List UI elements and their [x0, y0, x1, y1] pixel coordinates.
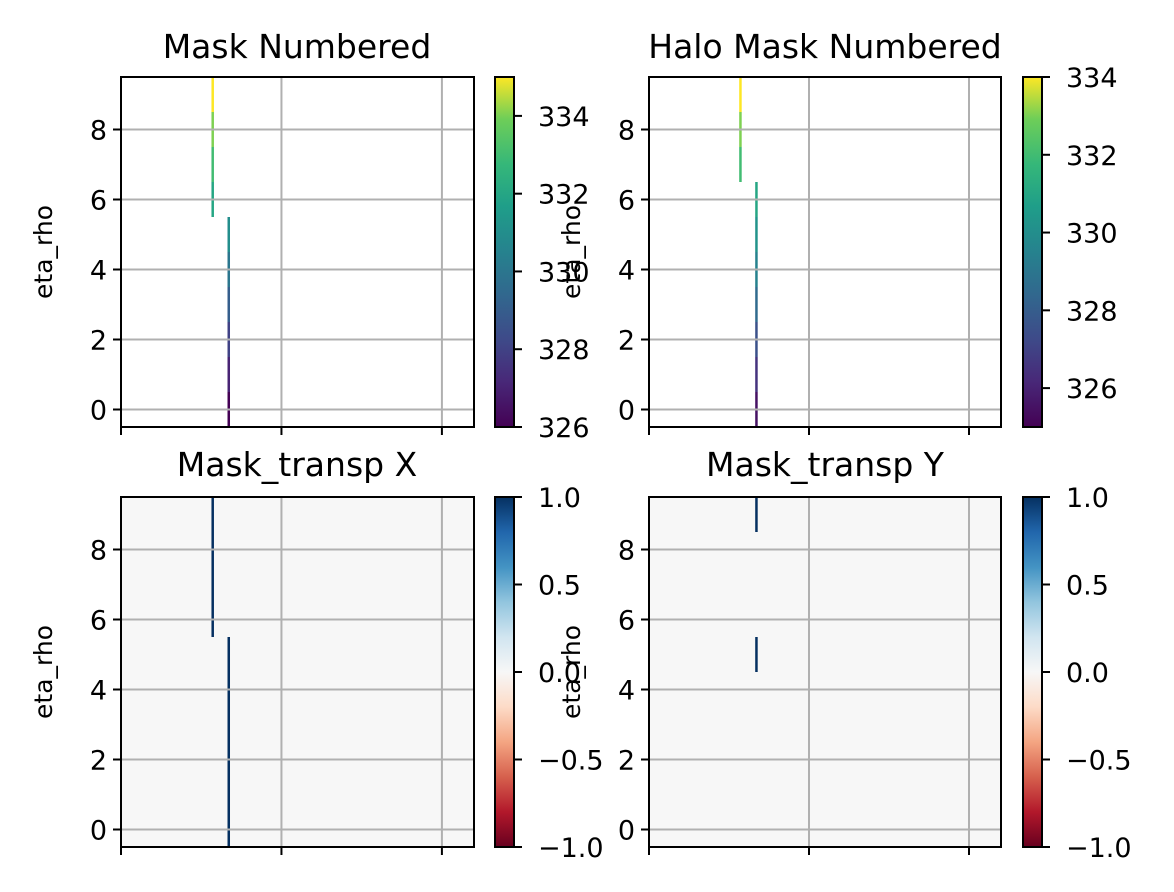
- y-tick-label: 2: [618, 746, 635, 777]
- y-tick-label: 4: [618, 676, 635, 707]
- y-tick-label: 2: [90, 746, 107, 777]
- colorbar-tick-label: 0.5: [538, 571, 581, 602]
- colorbar-tick-label: 326: [538, 413, 590, 444]
- colorbar-tick-label: 1.0: [1066, 483, 1109, 514]
- heatmap-cell: [211, 147, 214, 182]
- heatmap-cell: [227, 217, 231, 252]
- panel-mask-numbered: Mask Numbered 0 2 4 6 8 eta_rho 326 328 330 332…: [29, 27, 590, 444]
- colorbar-tick-label: 330: [538, 257, 590, 288]
- panel-mask-transp-y: Mask_transp Y 0 2 4 6 8 eta_rho −1.0 −0.5 0.0 0…: [557, 445, 1132, 864]
- colorbar-tick-label: 334: [538, 102, 590, 133]
- y-tick-label: 0: [618, 816, 635, 847]
- axes-frame: [120, 496, 475, 848]
- panel-mask-transp-x: Mask_transp X 0 2 4 6 8 eta_rho −1.0 −0.5 0.0 0…: [29, 445, 604, 864]
- y-axis-label: eta_rho: [557, 205, 586, 299]
- plot-area: [121, 77, 474, 427]
- chart-title: Mask_transp Y: [706, 445, 945, 484]
- heatmap-cell: [227, 707, 231, 742]
- heatmap-cell: [755, 217, 758, 252]
- y-tick-label: 0: [90, 816, 107, 847]
- heatmap-cell: [227, 637, 231, 672]
- chart-title: Halo Mask Numbered: [648, 27, 1001, 66]
- y-tick-label: 2: [90, 326, 107, 357]
- plot-area: [121, 497, 474, 847]
- colorbar: [1022, 496, 1043, 848]
- colorbar-tick-label: 0.5: [1066, 571, 1109, 602]
- heatmap-cell: [755, 287, 758, 322]
- heatmap-cell: [211, 77, 214, 112]
- colorbar-tick-label: −0.5: [538, 746, 604, 777]
- colorbar-tick-label: 328: [538, 335, 590, 366]
- y-tick-label: 6: [618, 606, 635, 637]
- axes-frame: [648, 496, 1002, 848]
- heatmap-cell: [211, 497, 214, 532]
- colorbar-tick-label: 0.0: [1066, 658, 1109, 689]
- heatmap-cell: [755, 357, 758, 392]
- heatmap-cell: [227, 777, 231, 812]
- heatmap-cell: [739, 77, 742, 112]
- colorbar-tick-label: −1.0: [538, 833, 604, 864]
- y-tick-label: 8: [618, 536, 635, 567]
- colorbar-tick-label: 0.0: [538, 658, 581, 689]
- y-tick-label: 0: [618, 396, 635, 427]
- colorbar-tick-label: 1.0: [538, 483, 581, 514]
- heatmap-cell: [755, 497, 758, 532]
- panel-halo-mask-numbered: Halo Mask Numbered 0 2 4 6 8 eta_rho 326 328 3…: [557, 27, 1118, 435]
- colorbar-tick-label: 326: [1066, 374, 1118, 405]
- y-tick-label: 6: [618, 186, 635, 217]
- y-tick-label: 0: [90, 396, 107, 427]
- heatmap-cell: [211, 567, 214, 602]
- chart-title: Mask Numbered: [163, 27, 432, 66]
- y-tick-label: 4: [618, 256, 635, 287]
- colorbar: [1022, 76, 1043, 428]
- y-tick-label: 4: [90, 256, 107, 287]
- plot-area: [649, 497, 1001, 847]
- colorbar: [494, 496, 515, 848]
- chart-title: Mask_transp X: [177, 445, 417, 484]
- y-tick-label: 8: [90, 116, 107, 147]
- colorbar-tick-label: −1.0: [1066, 833, 1132, 864]
- y-tick-label: 8: [90, 536, 107, 567]
- y-tick-label: 6: [90, 186, 107, 217]
- heatmap-cell: [227, 357, 231, 392]
- colorbar-tick-label: 330: [1066, 219, 1118, 250]
- y-axis-label: eta_rho: [29, 205, 58, 299]
- heatmap-cell: [755, 637, 758, 672]
- axes-frame: [120, 76, 475, 428]
- colorbar-tick-label: 334: [1066, 63, 1118, 94]
- colorbar-tick-label: 332: [1066, 141, 1118, 172]
- colorbar-tick-label: 332: [538, 180, 590, 211]
- colorbar: [494, 76, 515, 428]
- axes-frame: [648, 76, 1002, 428]
- colorbar-tick-label: 328: [1066, 296, 1118, 327]
- y-axis-label: eta_rho: [29, 625, 58, 719]
- y-axis-label: eta_rho: [557, 625, 586, 719]
- heatmap-cell: [227, 287, 231, 322]
- heatmap-cell: [739, 147, 742, 182]
- y-tick-label: 8: [618, 116, 635, 147]
- y-tick-label: 6: [90, 606, 107, 637]
- y-tick-label: 4: [90, 676, 107, 707]
- colorbar-tick-label: −0.5: [1066, 746, 1132, 777]
- y-tick-label: 2: [618, 326, 635, 357]
- plot-area: [649, 77, 1001, 427]
